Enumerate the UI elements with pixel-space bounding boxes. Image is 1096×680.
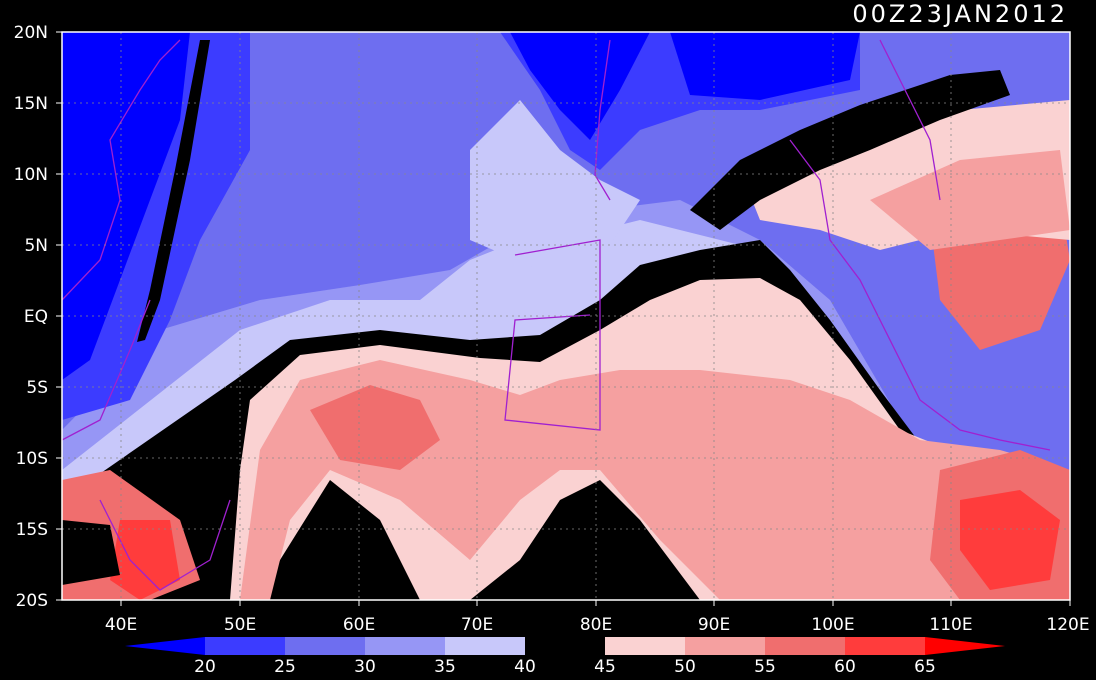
colorbar-segment: [205, 637, 286, 655]
lat-label: 20S: [16, 591, 48, 611]
field-40-45: [62, 520, 120, 585]
field-60-65: [110, 520, 180, 600]
lon-label: 110E: [929, 615, 972, 635]
field-35-40: [470, 100, 640, 270]
colorbar-segment: [685, 637, 766, 655]
colorbar-label: 35: [434, 657, 456, 677]
lat-label: 15S: [16, 520, 48, 540]
field-lt-20: [62, 32, 190, 380]
colorbar-label: 45: [594, 657, 616, 677]
colorbar-label: 50: [674, 657, 696, 677]
lat-label: 5S: [26, 378, 48, 398]
coastlines: [62, 39, 1051, 591]
lon-label: 90E: [698, 615, 730, 635]
colorbar-segment: [605, 637, 686, 655]
lat-label: 5N: [24, 236, 48, 256]
colorbar-segment: [765, 637, 846, 655]
colorbar-segment: [445, 637, 526, 655]
colorbar-max-arrow: [925, 637, 1005, 655]
colorbar-segment: [285, 637, 366, 655]
graticule: [62, 32, 1070, 600]
map-title: 00Z23JAN2012: [852, 0, 1068, 28]
field-55-60: [310, 385, 440, 470]
lon-label: 80E: [580, 615, 612, 635]
colorbar-min-arrow: [125, 637, 205, 655]
colorbar-label: 20: [194, 657, 216, 677]
field-lt-20: [510, 32, 650, 140]
colorbar-label: 30: [354, 657, 376, 677]
colorbar-segment: [845, 637, 926, 655]
lat-label: 20N: [14, 23, 48, 43]
colorbar-segment: [525, 637, 606, 655]
lat-label: EQ: [24, 307, 48, 327]
map-field: [62, 32, 1070, 600]
colorbar-label: 40: [514, 657, 536, 677]
lon-label: 100E: [811, 615, 854, 635]
field-60-65: [960, 490, 1060, 590]
colorbar-label: 55: [754, 657, 776, 677]
field-40-45: [137, 40, 210, 342]
field-lt-20: [670, 32, 860, 100]
axis-ticks: [56, 31, 1071, 606]
lat-label: 15N: [14, 94, 48, 114]
lon-label: 50E: [224, 615, 256, 635]
field-50-55: [870, 150, 1070, 250]
lon-label: 120E: [1046, 615, 1089, 635]
colorbar-label: 65: [914, 657, 936, 677]
colorbar-label: 25: [274, 657, 296, 677]
lat-label: 10N: [14, 165, 48, 185]
colorbar-segment: [365, 637, 446, 655]
lat-label: 10S: [16, 449, 48, 469]
field-40-45: [690, 70, 1010, 230]
field-50-55: [240, 360, 1070, 600]
colorbar-label: 60: [834, 657, 856, 677]
colorbar: 20 25 30 35 40 45 50 55 60 65: [125, 637, 1005, 677]
lon-label: 70E: [461, 615, 493, 635]
lon-label: 60E: [343, 615, 375, 635]
lon-label: 40E: [105, 615, 137, 635]
